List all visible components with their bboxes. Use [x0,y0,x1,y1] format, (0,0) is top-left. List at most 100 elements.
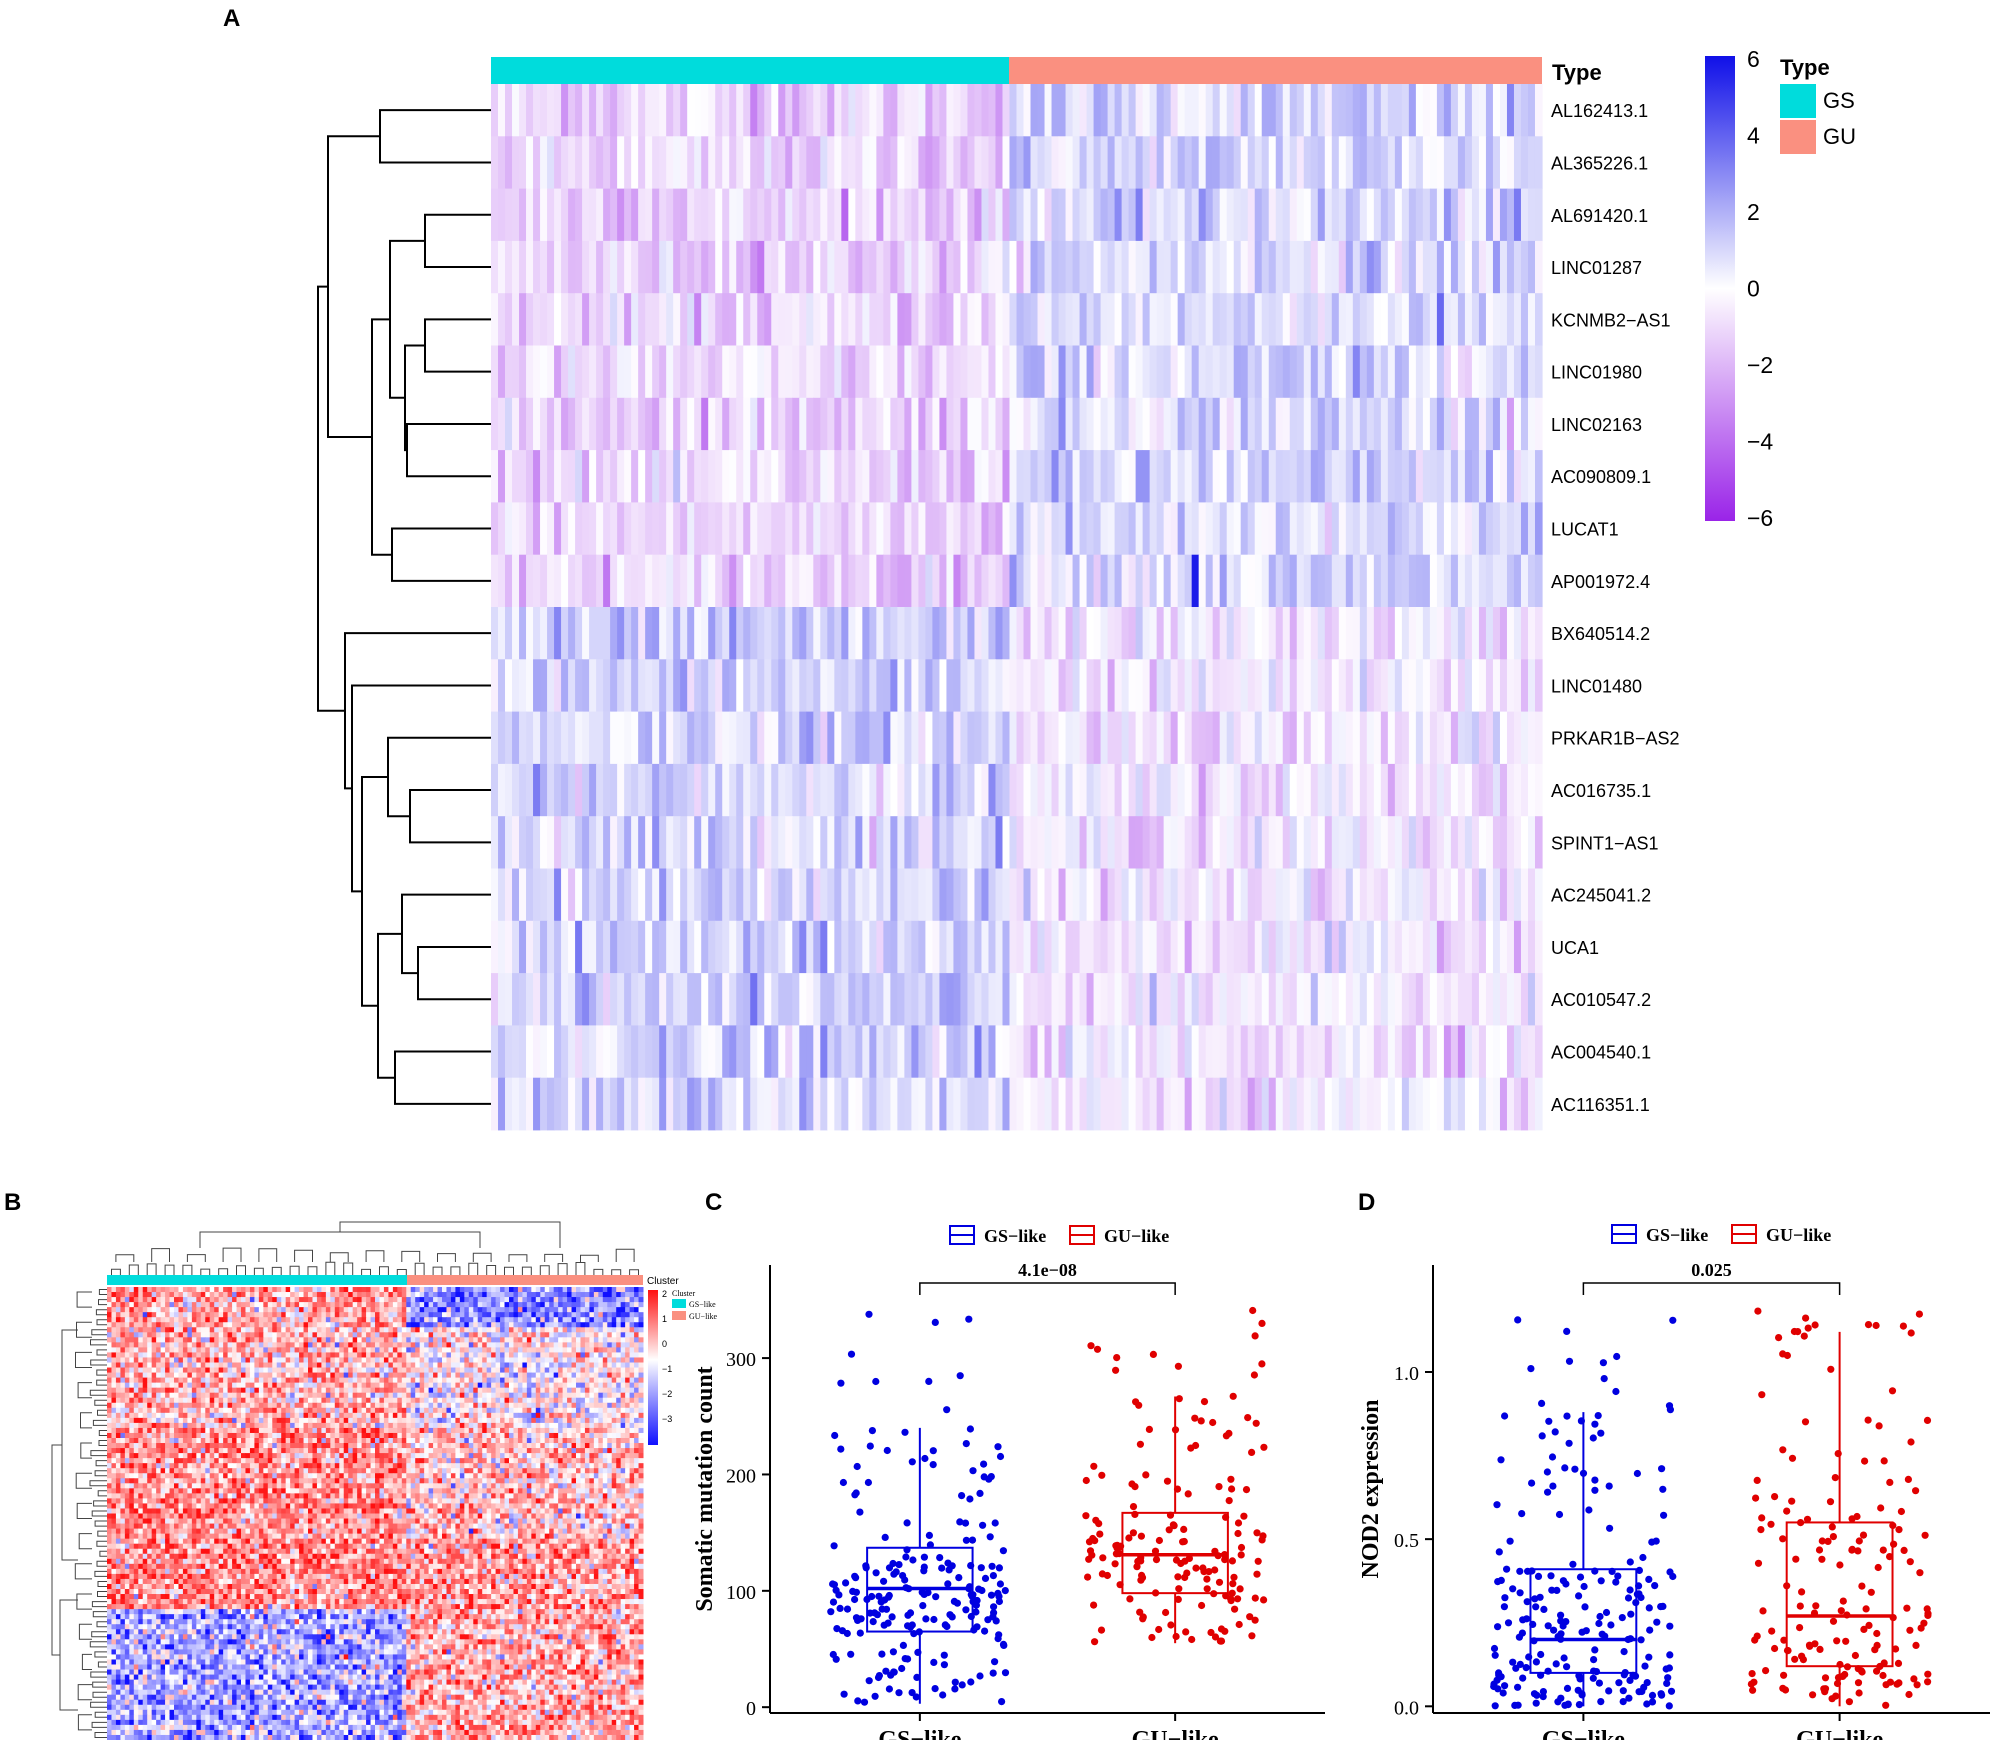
heatmap-b-cell [138,1327,144,1333]
heatmap-cell [764,84,772,137]
heatmap-b-cell [593,1342,599,1348]
heatmap-b-cell [138,1332,144,1338]
heatmap-b-cell [383,1312,389,1318]
heatmap-cell [1261,868,1270,922]
heatmap-cell [491,973,499,1026]
heatmap-b-cell [535,1292,541,1298]
heatmap-cell [1156,397,1165,451]
heatmap-cell [764,450,772,503]
heatmap-b-cell [182,1322,188,1328]
heatmap-b-cell [509,1292,514,1298]
heatmap-b-cell [174,1327,179,1333]
heatmap-cell [1331,711,1340,765]
heatmap-cell [1275,763,1284,817]
heatmap-cell [904,920,912,974]
heatmap-cell [526,607,534,660]
heatmap-cell [1149,188,1158,242]
heatmap-b-cell [433,1292,439,1298]
heatmap-cell [617,240,625,294]
heatmap-b-cell [330,1357,336,1363]
heatmap-cell [498,345,506,399]
heatmap-cell [701,1077,709,1131]
heatmap-cell [841,84,849,137]
heatmap-b-cell [138,1347,144,1353]
heatmap-cell [1450,1077,1459,1131]
heatmap-cell [1212,293,1221,346]
heatmap-b-cell [214,1287,220,1293]
heatmap-b-cell [111,1287,117,1293]
heatmap-cell [890,240,898,294]
heatmap-cell [939,1077,948,1131]
heatmap-b-cell [343,1357,349,1363]
heatmap-b-cell [107,1332,112,1338]
heatmap-cell [883,397,891,451]
heatmap-cell [1345,1077,1354,1131]
heatmap-b-cell [142,1322,148,1328]
heatmap-cell [932,659,941,712]
heatmap-cell [666,973,674,1026]
heatmap-b-cell [169,1327,175,1333]
heatmap-cell [1044,973,1053,1026]
heatmap-cell [806,502,814,556]
heatmap-cell [827,920,835,974]
heatmap-b-cell [567,1347,573,1353]
gene-label: AP001972.4 [1551,572,1650,592]
heatmap-cell [610,188,618,242]
heatmap-cell [981,136,990,189]
heatmap-cell [1387,920,1396,974]
heatmap-b-cell [437,1287,443,1293]
heatmap-cell [1086,816,1095,869]
heatmap-cell [512,136,520,189]
heatmap-cell [869,816,877,869]
heatmap-cell [1506,84,1515,137]
heatmap-cell [722,868,730,922]
heatmap-cell [1366,450,1375,503]
heatmap-b-cell [285,1287,291,1293]
heatmap-b-cell [321,1327,327,1333]
heatmap-cell [1408,659,1417,712]
heatmap-cell [1289,1025,1298,1079]
heatmap-b-cell [383,1297,389,1303]
heatmap-b-cell [200,1307,206,1313]
heatmap-cell [1268,659,1277,712]
heatmap-cell [1268,1025,1277,1079]
heatmap-cell [1506,240,1515,294]
heatmap-b-cell [178,1362,184,1369]
heatmap-cell [1296,711,1305,765]
heatmap-b-cell [303,1327,309,1333]
heatmap-b-cell [410,1287,416,1293]
heatmap-b-cell [513,1337,519,1343]
heatmap-b-cell [406,1302,412,1308]
heatmap-b-cell [576,1342,581,1348]
heatmap-cell [890,973,898,1026]
heatmap-b-cell [308,1312,313,1318]
heatmap-b-cell [111,1337,117,1343]
heatmap-b-cell [392,1292,398,1298]
heatmap-cell [603,84,611,137]
heatmap-b-cell [477,1347,483,1353]
heatmap-b-cell [375,1362,380,1369]
heatmap-cell [1205,1077,1214,1131]
heatmap-cell [1128,816,1137,869]
heatmap-cell [1352,554,1361,608]
dendrogram-branch [472,1252,492,1262]
heatmap-cell [589,450,597,503]
heatmap-b-cell [129,1332,135,1338]
heatmap-cell [1324,502,1333,556]
heatmap-b-cell [401,1307,407,1313]
heatmap-b-cell [281,1297,287,1303]
heatmap-cell [1352,1025,1361,1079]
heatmap-cell [855,136,863,189]
heatmap-cell [820,973,828,1026]
heatmap-cell [1345,711,1354,765]
heatmap-cell [792,920,800,974]
heatmap-cell [1191,659,1200,712]
heatmap-b-cell [433,1347,439,1353]
heatmap-b-cell [214,1322,220,1328]
heatmap-b-cell [209,1317,215,1323]
heatmap-cell [1387,345,1396,399]
heatmap-cell [1037,816,1046,869]
heatmap-cell [631,659,639,712]
heatmap-cell [778,607,786,660]
heatmap-cell [722,240,730,294]
